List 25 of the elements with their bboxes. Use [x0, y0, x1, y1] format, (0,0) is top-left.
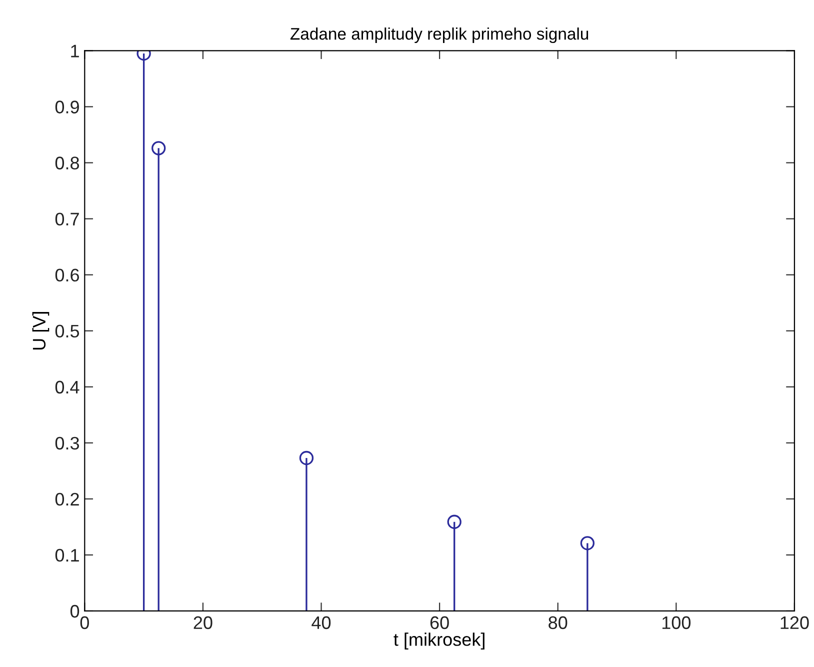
x-tick-label: 100 [662, 616, 691, 630]
y-tick-label: 0.9 [55, 100, 79, 114]
y-tick-label: 0.5 [55, 324, 80, 338]
x-tick-label: 80 [548, 616, 568, 630]
chart-title: Zadane amplitudy replik primeho signalu [290, 28, 588, 44]
y-tick-label: 0.7 [55, 212, 79, 226]
point [447, 514, 462, 529]
y-tick-label: 0.2 [55, 492, 79, 506]
x-tick-label: 40 [312, 616, 331, 630]
y-tick-label: 1 [71, 44, 79, 58]
x-axis-title: t [mikrosek] [394, 632, 484, 650]
point [299, 450, 314, 466]
y-tick-label: 0 [70, 604, 80, 618]
point [580, 536, 595, 550]
y-tick-label: 0.3 [55, 436, 80, 450]
x-tick-label: 120 [780, 616, 809, 630]
x-tick-label: 20 [194, 616, 212, 630]
y-tick-label: 0.1 [55, 548, 79, 562]
y-tick-label: 0.4 [55, 380, 80, 394]
y-tick-label: 0.6 [55, 268, 80, 282]
x-tick-label: 60 [430, 616, 449, 630]
point [152, 141, 166, 156]
y-tick-label: 0.8 [55, 156, 80, 170]
x-tick-label: 0 [80, 616, 89, 630]
y-axis-title: U [V] [32, 312, 50, 350]
